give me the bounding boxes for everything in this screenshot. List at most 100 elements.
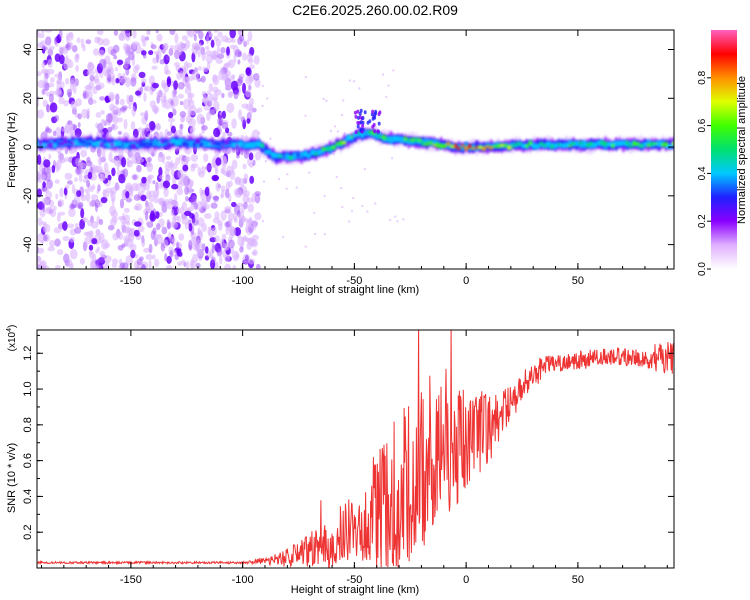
spectrogram-noise-speck [54, 179, 60, 184]
spectrogram-noise-speck [109, 103, 115, 112]
spectrogram-noise-speck [125, 227, 133, 233]
spectrogram-noise-speck [213, 127, 221, 138]
spectrogram-signal-cell [167, 142, 172, 146]
spectrogram-noise-speck [233, 218, 238, 224]
spectrogram-noise-speck [125, 77, 131, 88]
spectrogram-noise-speck [102, 38, 110, 46]
spectrogram-noise-speck [148, 120, 156, 131]
spectrogram-signal-cell [528, 140, 533, 146]
spectrogram-noise-speck [184, 186, 189, 195]
spectrogram-noise-speck [169, 30, 176, 36]
spectrogram-noise-speck [118, 32, 126, 42]
snr-x-tick-label: -100 [232, 574, 254, 586]
spectrogram-signal-cell [453, 143, 458, 149]
spectrogram-noise-speck [237, 51, 242, 58]
spectrogram-noise-speck [340, 187, 343, 190]
spectrogram-noise-speck [254, 212, 262, 221]
spectrogram-noise-speck [173, 80, 179, 90]
spectrogram-noise-speck [210, 39, 215, 48]
spectrogram-noise-speck [136, 158, 145, 163]
spectrogram-noise-speck [121, 157, 127, 168]
spectrogram-noise-speck [352, 196, 355, 200]
spectrogram-noise-speck [323, 194, 326, 198]
spectrogram-signal-cell [285, 153, 290, 158]
spectrogram-noise-speck [43, 234, 48, 242]
spectrogram-noise-speck [99, 58, 107, 69]
spectrogram-noise-speck [246, 118, 251, 124]
spectrogram-noise-speck [396, 220, 399, 223]
spectrogram-signal-cell [210, 141, 214, 145]
spectrogram-noise-speck [133, 194, 141, 201]
spectrogram-signal-cell [249, 142, 254, 147]
spectrogram-signal-cell [110, 142, 114, 148]
spectrogram-noise-speck [77, 159, 83, 171]
spectrogram-noise-speck [96, 36, 101, 42]
spectrogram-noise-speck [262, 180, 266, 183]
spectrogram-noise-speck [47, 48, 54, 57]
spectrogram-signal-cell [446, 141, 451, 146]
spectrogram-signal-cell [185, 142, 189, 147]
spectrogram-signal-cell [653, 142, 658, 145]
spectrogram-signal-cell [131, 144, 136, 148]
spectrogram-signal-cell [568, 144, 572, 148]
spectrogram-signal-cell [117, 140, 122, 145]
spectrogram-noise-speck [158, 166, 163, 178]
spectrogram-noise-speck [74, 226, 82, 234]
spectrogram-noise-speck [250, 239, 257, 247]
spectrogram-signal-cell [371, 116, 375, 121]
spectrogram-signal-cell [650, 141, 654, 146]
spectrogram-noise-speck [218, 222, 223, 231]
spectrogram-signal-cell [407, 138, 411, 142]
spectrogram-noise-speck [134, 64, 141, 71]
spectrogram-signal-cell [603, 141, 608, 147]
spectrogram-noise-speck [64, 172, 73, 180]
spectrogram-noise-speck [143, 183, 150, 191]
spectrogram-noise-speck [205, 46, 210, 50]
spectrogram-signal-cell [521, 143, 526, 148]
spectrogram-noise-speck [254, 193, 261, 204]
spectrogram-noise-speck [148, 50, 154, 56]
spectrogram-signal-cell [88, 142, 93, 146]
spectrogram-noise-speck [184, 86, 192, 95]
spectrogram-noise-speck [68, 207, 76, 218]
spectrogram-noise-speck [109, 94, 115, 102]
spectrogram-noise-speck [261, 220, 265, 223]
spectrogram-noise-speck [184, 81, 191, 88]
spectrogram-noise-speck [86, 108, 90, 115]
spectrogram-signal-cell [163, 140, 168, 143]
spectrogram-noise-speck [221, 110, 226, 119]
spectrogram-noise-speck [53, 37, 58, 45]
spectrogram-noise-speck [42, 203, 46, 213]
spectrogram-noise-speck [238, 177, 245, 187]
spectrogram-noise-speck [90, 186, 94, 193]
spectrogram-signal-cell [646, 143, 651, 147]
spectrogram-noise-speck [64, 125, 71, 135]
spectrogram-noise-speck [222, 132, 226, 137]
spectrogram-signal-cell [425, 137, 429, 145]
colorbar-label: Normalized spectral amplitude [736, 76, 748, 224]
spectrogram-signal-cell [478, 145, 483, 150]
spectrogram-signal-cell [314, 152, 318, 156]
spectrogram-noise-speck [333, 125, 337, 128]
spectrogram-noise-speck [44, 82, 50, 92]
spectrogram-noise-speck [78, 204, 82, 210]
spectrogram-noise-speck [161, 226, 168, 235]
spectrogram-signal-cell [618, 141, 622, 147]
snr-x-ticks: -150 -100 -50 0 50 [40, 330, 668, 586]
spectrogram-noise-speck [75, 64, 79, 72]
spectrogram-signal-cell [356, 120, 360, 125]
spectrogram-noise-speck [79, 258, 85, 265]
spectrogram-noise-speck [177, 181, 183, 190]
spectrogram-signal-cell [428, 141, 433, 145]
spectrogram-noise-speck [87, 171, 93, 180]
spectrogram-signal-cell [363, 110, 367, 115]
spectrogram-noise-speck [143, 247, 151, 253]
spectrogram-noise-speck [190, 154, 199, 163]
spectrogram-noise-speck [177, 169, 184, 179]
spectrogram-noise-speck [148, 190, 156, 198]
spectrogram-noise-speck [211, 54, 219, 61]
spectrogram-noise-speck [158, 197, 166, 206]
spectrogram-signal-cell [628, 145, 633, 148]
spectrogram-noise-speck [145, 221, 152, 226]
